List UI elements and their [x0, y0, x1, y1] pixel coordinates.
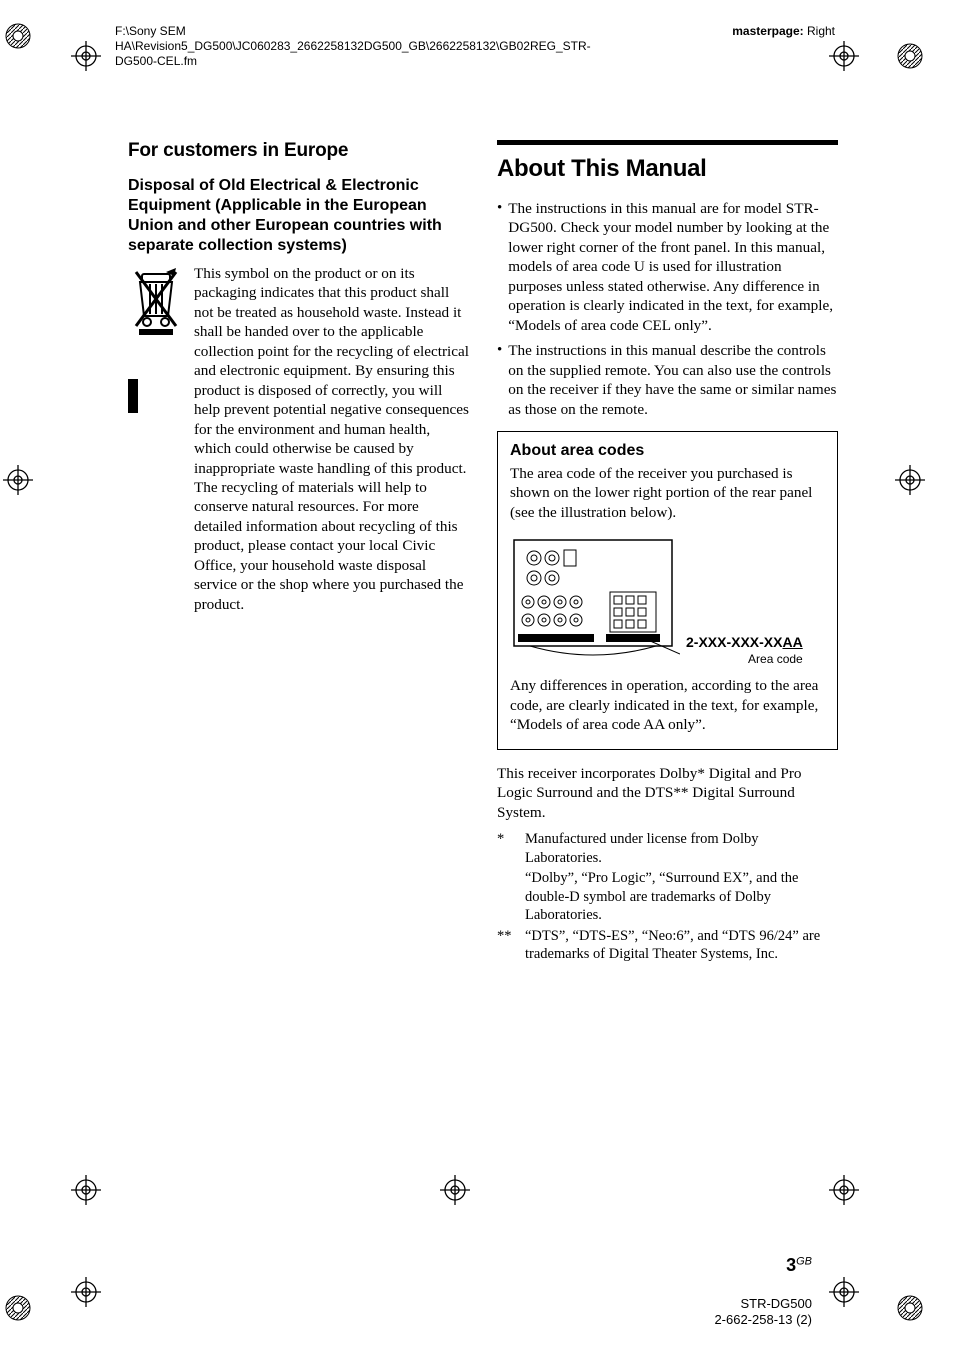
area-code-sublabel: Area code	[686, 652, 803, 666]
page-header: F:\Sony SEM HA\Revision5_DG500\JC060283_…	[115, 24, 835, 69]
doc-footer: STR-DG500 2-662-258-13 (2)	[714, 1296, 812, 1329]
crosshair-registration-icon	[829, 1277, 859, 1307]
crosshair-registration-icon	[829, 1175, 859, 1205]
hatched-registration-icon	[895, 1293, 925, 1323]
page-number: 3	[786, 1255, 796, 1275]
area-codes-heading: About area codes	[510, 442, 825, 460]
dolby-dts-paragraph: This receiver incorporates Dolby* Digita…	[497, 764, 838, 822]
area-codes-intro: The area code of the receiver you purcha…	[510, 464, 825, 522]
rear-panel-svg	[510, 536, 680, 666]
title-rule	[497, 140, 838, 145]
footer-model: STR-DG500	[714, 1296, 812, 1312]
crosshair-registration-icon	[440, 1175, 470, 1205]
weee-text: This symbol on the product or on its pac…	[194, 264, 469, 614]
crosshair-registration-icon	[3, 465, 33, 495]
crosshair-registration-icon	[71, 41, 101, 71]
section-heading-europe: For customers in Europe	[128, 140, 469, 162]
area-codes-outro: Any differences in operation, according …	[510, 676, 825, 734]
footnote-line: “Dolby”, “Pro Logic”, “Surround EX”, and…	[497, 869, 838, 925]
footnote-line: **“DTS”, “DTS-ES”, “Neo:6”, and “DTS 96/…	[497, 927, 838, 964]
page-suffix: GB	[796, 1256, 812, 1268]
footnotes: *Manufactured under license from Dolby L…	[497, 830, 838, 964]
area-code-prefix: 2-XXX-XXX-XX	[686, 634, 782, 650]
masterpage-key: masterpage:	[732, 24, 803, 38]
hatched-registration-icon	[3, 1293, 33, 1323]
right-column: About This Manual The instructions in th…	[497, 140, 838, 966]
instruction-bullet: The instructions in this manual describe…	[497, 341, 838, 419]
crosshair-registration-icon	[71, 1277, 101, 1307]
area-code-callout: 2-XXX-XXX-XXAA Area code	[686, 634, 803, 666]
crosshair-registration-icon	[71, 1175, 101, 1205]
page-number-block: 3GB	[786, 1255, 812, 1276]
instruction-bullets: The instructions in this manual are for …	[497, 199, 838, 419]
rear-panel-diagram: 2-XXX-XXX-XXAA Area code	[510, 536, 825, 666]
crosshair-registration-icon	[895, 465, 925, 495]
left-column: For customers in Europe Disposal of Old …	[128, 140, 469, 966]
hatched-registration-icon	[895, 41, 925, 71]
weee-bin-icon	[128, 264, 184, 341]
area-codes-box: About area codes The area code of the re…	[497, 431, 838, 750]
hatched-registration-icon	[3, 21, 33, 51]
section-title-about-manual: About This Manual	[497, 155, 838, 183]
masterpage-value: Right	[807, 24, 835, 38]
footnote-line: *Manufactured under license from Dolby L…	[497, 830, 838, 867]
sub-heading-disposal: Disposal of Old Electrical & Electronic …	[128, 176, 469, 256]
footer-doc-code: 2-662-258-13 (2)	[714, 1312, 812, 1328]
masterpage-label: masterpage: Right	[635, 24, 835, 39]
file-path: F:\Sony SEM HA\Revision5_DG500\JC060283_…	[115, 24, 495, 69]
area-code-suffix: AA	[782, 634, 802, 650]
content-area: For customers in Europe Disposal of Old …	[128, 140, 838, 966]
instruction-bullet: The instructions in this manual are for …	[497, 199, 838, 335]
weee-block: This symbol on the product or on its pac…	[128, 264, 469, 614]
